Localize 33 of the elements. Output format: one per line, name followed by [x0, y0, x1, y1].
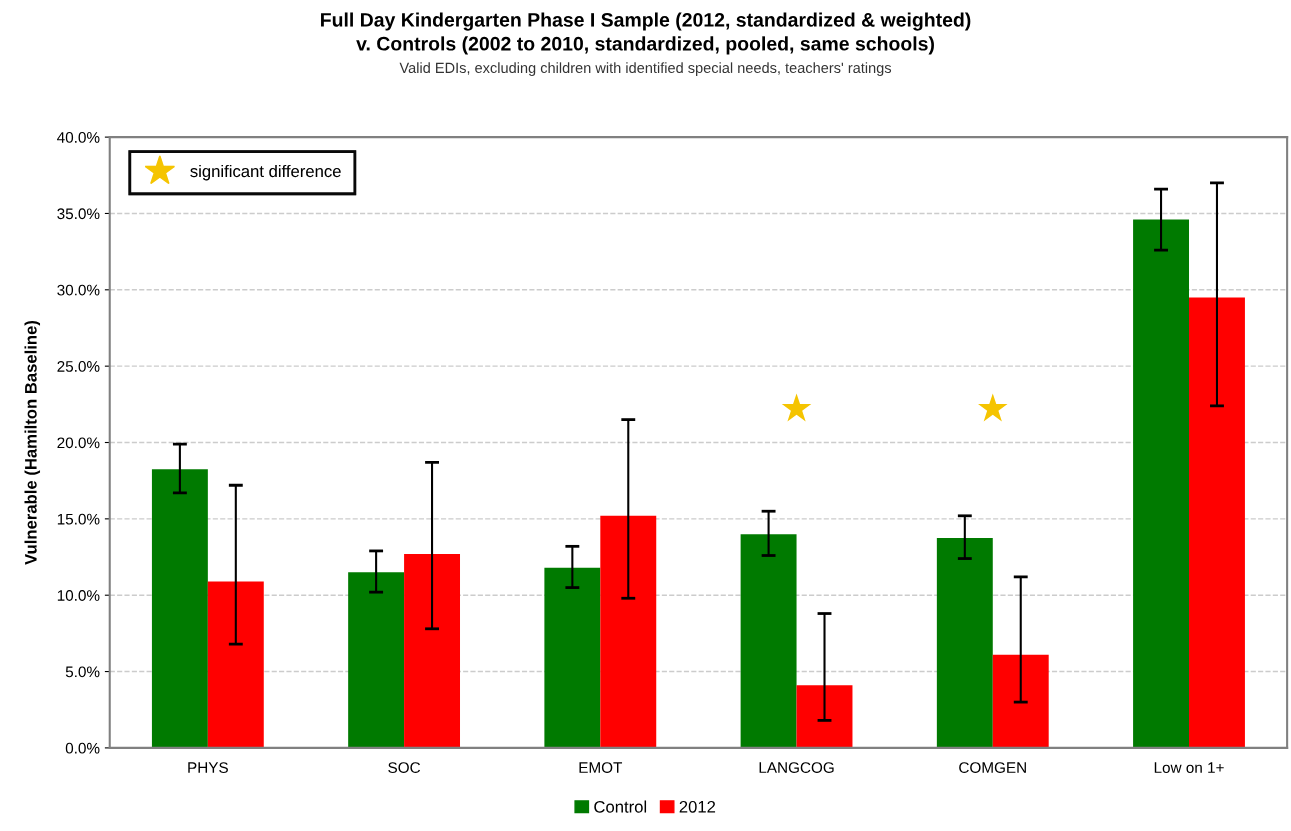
y-tick-label: 30.0%	[57, 284, 100, 296]
bar	[740, 534, 797, 748]
y-tick-label: 5.0%	[65, 666, 100, 678]
y-tick-label: 25.0%	[57, 361, 100, 372]
bar	[992, 654, 1049, 748]
y-tick-label: 40.0%	[57, 131, 100, 143]
x-tick-label: COMGEN	[959, 762, 1026, 774]
y-tick-label: 15.0%	[57, 513, 100, 525]
bar	[151, 469, 208, 748]
chart-subtitle: Valid EDIs, excluding children with identified special needs, teachers' ratings	[399, 62, 892, 76]
y-tick-label: 35.0%	[57, 208, 100, 220]
bar	[1189, 297, 1245, 748]
y-tick-label: 0.0%	[65, 742, 100, 754]
x-tick-label: SOC	[388, 762, 421, 774]
bar	[544, 567, 601, 748]
bar	[600, 515, 657, 748]
legend-label: Control	[594, 800, 647, 813]
bar	[1133, 219, 1190, 748]
bar	[936, 537, 993, 748]
bar	[404, 553, 461, 748]
legend-label: 2012	[679, 800, 716, 813]
y-tick-label: 10.0%	[57, 590, 100, 601]
y-axis-title: Vulnerable (Hamilton Baseline)	[24, 320, 41, 565]
chart-title: Full Day Kindergarten Phase I Sample (2012, standardized & weighted) v. Controls (2002 to 2010, standardized, pooled, same schools)	[321, 12, 971, 55]
x-tick-label: LANGCOG	[759, 762, 834, 774]
x-tick-label: Low on 1+	[1154, 762, 1224, 774]
x-tick-label: EMOT	[579, 762, 623, 774]
bar	[348, 572, 405, 748]
legend-label: significant difference	[190, 164, 341, 181]
bar	[207, 581, 264, 748]
x-tick-label: PHYS	[188, 762, 228, 774]
y-tick-label: 20.0%	[57, 437, 100, 449]
bar	[796, 685, 853, 748]
